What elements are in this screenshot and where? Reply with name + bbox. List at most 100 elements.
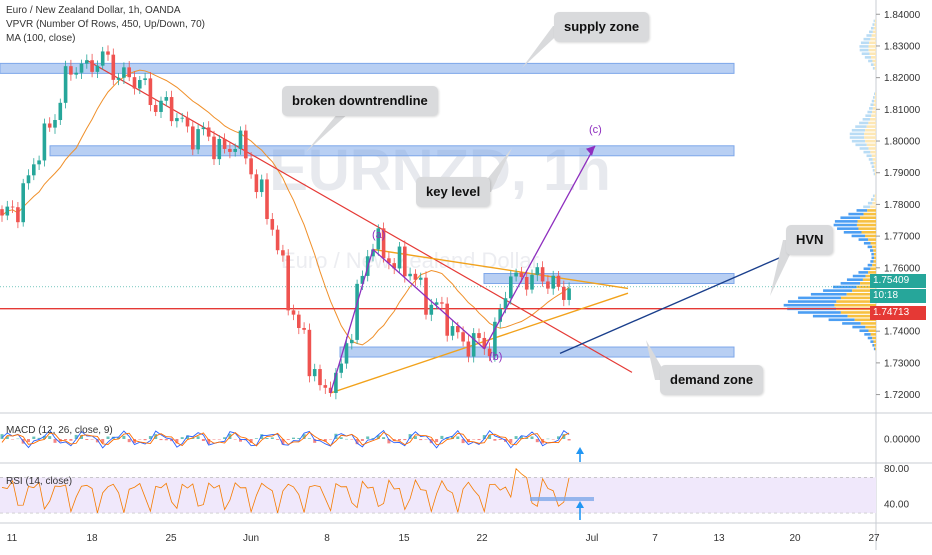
pane-labels: MACD (12, 26, close, 9) RSI (14, close) bbox=[6, 425, 113, 487]
macd-hist-bar bbox=[360, 439, 364, 441]
macd-hist-bar bbox=[260, 434, 264, 439]
candle-body bbox=[535, 267, 540, 275]
profile-row bbox=[875, 92, 876, 96]
profile-row bbox=[787, 300, 837, 303]
profile-row bbox=[810, 292, 847, 296]
profile-row bbox=[869, 52, 876, 56]
profile-row bbox=[852, 289, 876, 292]
macd-hist-bar bbox=[164, 439, 168, 441]
macd-hist-bar bbox=[265, 437, 269, 439]
profile-row bbox=[842, 322, 861, 325]
candle-body bbox=[10, 206, 15, 208]
candle-body bbox=[328, 387, 333, 393]
trend-lines bbox=[0, 59, 876, 394]
profile-row bbox=[866, 143, 876, 147]
macd-hist-bar bbox=[498, 439, 502, 440]
candle-body bbox=[360, 275, 365, 284]
candle-body bbox=[376, 228, 381, 250]
macd-hist-bar bbox=[435, 439, 439, 443]
profile-row bbox=[860, 282, 876, 285]
candle-body bbox=[180, 117, 184, 119]
profile-row bbox=[864, 136, 876, 139]
macd-hist-bar bbox=[451, 436, 454, 439]
macd-hist-bar bbox=[509, 439, 513, 443]
profile-row bbox=[872, 343, 875, 347]
candle-body bbox=[217, 138, 222, 160]
macd-hist-bar bbox=[254, 438, 258, 439]
profile-row bbox=[863, 267, 871, 271]
candle-body bbox=[63, 66, 68, 103]
candle-body bbox=[403, 246, 407, 277]
time-tick-label: 11 bbox=[7, 533, 18, 544]
profile-row bbox=[863, 37, 871, 41]
vpvr-legend: VPVR (Number Of Rows, 450, Up/Down, 70) bbox=[6, 19, 205, 30]
profile-row bbox=[872, 66, 875, 70]
profile-row bbox=[872, 263, 876, 267]
profile-row bbox=[867, 336, 873, 340]
candle-body bbox=[90, 60, 94, 72]
candle-body bbox=[259, 179, 264, 193]
price-tick-label: 1.81000 bbox=[884, 105, 921, 116]
profile-row bbox=[859, 48, 869, 52]
candle-body bbox=[175, 118, 179, 122]
profile-row bbox=[833, 223, 857, 227]
candle-body bbox=[318, 369, 322, 386]
signal-arrowhead-0 bbox=[576, 447, 584, 454]
profile-row bbox=[870, 198, 874, 201]
candle-body bbox=[148, 78, 153, 106]
wave-label-b: (b) bbox=[489, 351, 502, 363]
macd-hist-bar bbox=[339, 437, 343, 439]
candle-body bbox=[201, 127, 206, 130]
profile-row bbox=[862, 118, 870, 121]
time-tick-label: 7 bbox=[652, 533, 658, 544]
profile-row bbox=[868, 238, 876, 241]
candle-body bbox=[153, 105, 158, 112]
price-tick-label: 1.76000 bbox=[884, 263, 921, 274]
macd-hist-bar bbox=[387, 439, 391, 444]
price-tick-label: 1.79000 bbox=[884, 168, 921, 179]
candle-body bbox=[233, 148, 237, 152]
profile-row bbox=[872, 59, 876, 63]
macd-hist-bar bbox=[557, 436, 560, 439]
macd-hist-bar bbox=[138, 439, 142, 440]
candle-body bbox=[418, 277, 423, 280]
profile-row bbox=[874, 99, 876, 103]
profile-row bbox=[873, 63, 876, 66]
macd-hist-bar bbox=[186, 435, 189, 439]
profile-row bbox=[856, 223, 876, 227]
profile-row bbox=[871, 99, 875, 103]
macd-hist-bar bbox=[286, 439, 290, 440]
candle-body bbox=[434, 302, 439, 305]
price-tick-label: 1.80000 bbox=[884, 137, 921, 148]
profile-row bbox=[870, 249, 874, 252]
rsi-tick-label: 80.00 bbox=[884, 464, 909, 475]
time-tick-label: 22 bbox=[476, 533, 488, 544]
profile-row bbox=[870, 205, 876, 209]
candle-body bbox=[196, 129, 200, 150]
wave-arrowhead bbox=[586, 145, 595, 156]
profile-row bbox=[872, 96, 875, 99]
profile-row bbox=[834, 220, 858, 223]
candle-body bbox=[143, 78, 147, 81]
candle-body bbox=[106, 51, 110, 55]
profile-row bbox=[854, 318, 876, 322]
macd-hist-bar bbox=[297, 437, 301, 439]
profile-row bbox=[858, 271, 869, 274]
macd-hist-bar bbox=[276, 439, 280, 440]
macd-hist-bar bbox=[148, 436, 152, 439]
macd-hist-bar bbox=[382, 437, 386, 439]
profile-row bbox=[846, 278, 863, 281]
candle-body bbox=[392, 263, 396, 269]
wave-label-a: (a) bbox=[372, 229, 385, 241]
price-tick-label: 1.82000 bbox=[884, 73, 921, 84]
macd-hist-bar bbox=[27, 439, 30, 443]
wave-label-c: (c) bbox=[589, 124, 602, 136]
macd-hist-bar bbox=[42, 435, 46, 439]
candle-body bbox=[286, 255, 290, 311]
candle-body bbox=[291, 310, 296, 315]
profile-row bbox=[857, 220, 876, 223]
candle-body bbox=[281, 250, 285, 256]
last-price-tag: 1.75409 bbox=[870, 274, 926, 288]
callout-demand-zone: demand zone bbox=[660, 365, 764, 395]
